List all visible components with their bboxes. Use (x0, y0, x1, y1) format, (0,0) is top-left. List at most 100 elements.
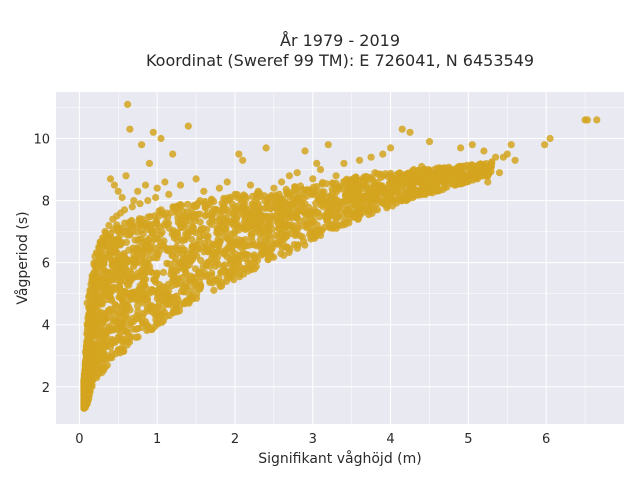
data-point (105, 279, 113, 287)
data-point (324, 141, 332, 149)
data-point (280, 223, 288, 231)
data-point (95, 307, 103, 316)
data-point (176, 181, 185, 189)
data-point (310, 217, 318, 225)
data-point (426, 176, 434, 184)
data-point (83, 299, 91, 307)
data-point (480, 147, 488, 155)
data-point (153, 220, 161, 228)
data-point (149, 128, 157, 136)
data-point (468, 141, 476, 149)
x-tick-label: 3 (309, 432, 317, 447)
data-point (138, 313, 146, 321)
data-point (406, 128, 414, 136)
data-point (387, 169, 395, 177)
data-point (437, 178, 445, 186)
data-point (106, 175, 115, 183)
data-point (159, 268, 168, 276)
data-point (174, 264, 182, 272)
data-point (285, 172, 293, 180)
data-point (87, 280, 95, 288)
data-point (184, 122, 192, 130)
data-point (386, 188, 394, 196)
chart-title-line-1: År 1979 - 2019 (280, 31, 400, 50)
data-point (145, 159, 153, 167)
data-point (157, 134, 165, 143)
data-point (92, 259, 101, 267)
data-point (270, 253, 278, 261)
data-point (402, 175, 410, 183)
data-point (250, 251, 258, 259)
data-point (134, 307, 142, 315)
data-point (256, 236, 264, 244)
data-point (247, 259, 255, 267)
data-point (204, 232, 212, 240)
data-point (293, 169, 301, 177)
data-point (226, 260, 234, 268)
data-point (342, 181, 350, 189)
data-point (296, 232, 304, 240)
data-point (82, 348, 90, 357)
data-point (317, 188, 325, 196)
data-point (285, 248, 293, 257)
data-point (394, 195, 402, 203)
data-point (85, 293, 93, 301)
data-point (123, 231, 131, 239)
data-point (116, 276, 124, 284)
data-point (162, 299, 170, 307)
data-point (265, 231, 273, 239)
data-point (119, 261, 127, 269)
data-point (394, 178, 402, 186)
data-point (196, 218, 204, 226)
data-point (165, 190, 173, 198)
data-point (134, 324, 142, 333)
data-point (288, 213, 296, 222)
data-point (223, 272, 231, 280)
data-point (369, 191, 377, 199)
data-point (132, 333, 140, 341)
data-point (322, 212, 330, 220)
data-point (139, 272, 147, 280)
data-point (99, 281, 107, 289)
x-tick-label: 4 (386, 432, 394, 447)
data-point (449, 179, 457, 187)
data-point (161, 178, 169, 186)
data-point (183, 230, 191, 238)
data-point (242, 264, 250, 272)
data-point (278, 212, 286, 220)
data-point (425, 138, 434, 146)
data-point (181, 268, 190, 276)
data-point (88, 308, 96, 316)
x-tick-labels: 0 1 2 3 4 5 6 (75, 432, 550, 447)
data-point (298, 186, 306, 194)
data-point (379, 150, 387, 158)
data-point (351, 201, 359, 209)
data-point (128, 216, 136, 225)
data-point (177, 287, 185, 296)
data-point (378, 182, 386, 190)
data-point (114, 325, 122, 333)
data-point (235, 150, 243, 158)
data-point (141, 181, 150, 189)
data-point (138, 266, 146, 274)
data-point (135, 235, 143, 244)
data-point (300, 209, 308, 217)
x-tick-label: 0 (75, 432, 83, 447)
data-points (80, 100, 601, 412)
data-point (459, 173, 467, 181)
data-point (105, 221, 113, 229)
data-point (159, 292, 167, 300)
data-point (246, 181, 255, 189)
x-tick-label: 6 (542, 432, 550, 447)
data-point (83, 326, 91, 334)
data-point (240, 270, 248, 278)
data-point (129, 256, 137, 264)
data-point (153, 184, 161, 192)
data-point (157, 206, 165, 214)
data-point (208, 197, 216, 205)
data-point (112, 265, 120, 274)
data-point (190, 251, 198, 259)
data-point (122, 304, 130, 312)
data-point (428, 186, 436, 194)
data-point (140, 258, 148, 267)
